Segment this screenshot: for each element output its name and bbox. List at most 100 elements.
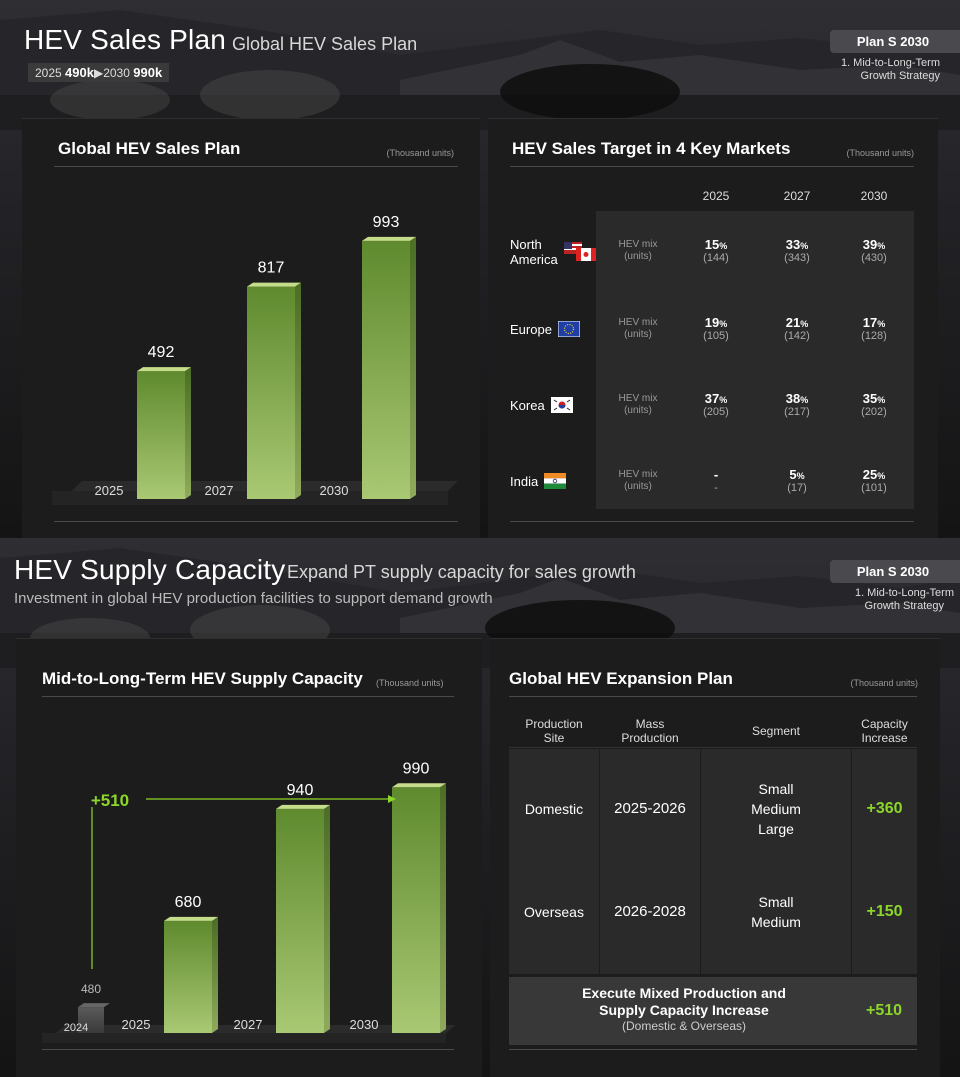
header-production-site: Production Site bbox=[509, 715, 599, 747]
pct-value: 25 bbox=[862, 467, 878, 482]
key-markets-unit: (Thousand units) bbox=[846, 148, 914, 158]
value-label-2027: 817 bbox=[258, 260, 285, 277]
market-cell-2030: 35% (202) bbox=[844, 391, 904, 418]
mix-line: (units) bbox=[624, 329, 652, 340]
units-value: (144) bbox=[703, 252, 729, 264]
row-site: Overseas bbox=[524, 904, 584, 920]
value-label-2030: 993 bbox=[373, 214, 400, 231]
segment-item: Large bbox=[758, 821, 794, 837]
sales-bar-chart: 492 2025 817 2027 993 2030 bbox=[52, 214, 458, 505]
markets-grid bbox=[596, 211, 914, 509]
slide-hev-supply-capacity: HEV Supply Capacity Expand PT supply cap… bbox=[0, 538, 960, 1077]
india-flag-icon bbox=[544, 473, 567, 489]
pct-symbol: % bbox=[719, 241, 728, 251]
divider bbox=[510, 521, 914, 522]
market-cell-2025: 37% (205) bbox=[686, 391, 746, 418]
page-subtitle: Global HEV Sales Plan bbox=[232, 34, 418, 54]
units-value: (430) bbox=[861, 252, 887, 264]
hev-mix-pct: 39% bbox=[844, 237, 904, 252]
bar-2030 bbox=[392, 783, 446, 1033]
value-label-2027: 940 bbox=[287, 782, 314, 799]
hev-mix-pct: 17% bbox=[844, 315, 904, 330]
market-cell-2027: 33% (343) bbox=[767, 237, 827, 264]
plan-line-1: 1. Mid-to-Long-Term bbox=[840, 57, 940, 69]
mix-line: HEV mix bbox=[618, 393, 658, 404]
category-label-2027: 2027 bbox=[234, 1017, 263, 1032]
hev-mix-label: HEV mix (units) bbox=[598, 239, 678, 263]
pct-symbol: % bbox=[877, 241, 886, 251]
key-markets-panel: HEV Sales Target in 4 Key Markets (Thous… bbox=[488, 118, 938, 538]
segment-item: Medium bbox=[751, 914, 801, 930]
bar-2030 bbox=[362, 236, 416, 499]
pct-symbol: % bbox=[877, 395, 886, 405]
units-value: - bbox=[714, 482, 718, 494]
category-label-2030: 2030 bbox=[350, 1017, 379, 1032]
tag-value-end: 990k bbox=[133, 65, 163, 80]
sales-plan-panel: Global HEV Sales Plan (Thousand units) 4… bbox=[22, 118, 480, 538]
divider bbox=[42, 696, 454, 697]
row-increase: +360 bbox=[866, 800, 903, 817]
supply-capacity-title: Mid-to-Long-Term HEV Supply Capacity bbox=[42, 669, 363, 688]
value-label-2025: 680 bbox=[175, 894, 202, 911]
footer-total: +510 bbox=[865, 1002, 903, 1019]
chart-floor-front bbox=[42, 1033, 446, 1043]
pct-value: 39 bbox=[862, 237, 878, 252]
header-capacity-increase: Capacity Increase bbox=[852, 715, 917, 747]
hev-mix-pct: 33% bbox=[767, 237, 827, 252]
units-value: (202) bbox=[861, 406, 887, 418]
header-mass-production: Mass Production bbox=[600, 715, 700, 747]
plan-title: Plan S 2030 bbox=[830, 560, 960, 583]
market-label-europe: Europe bbox=[510, 321, 580, 337]
market-cell-2030: 17% (128) bbox=[844, 315, 904, 342]
expansion-grid bbox=[509, 749, 917, 974]
expansion-footer: Execute Mixed Production and Supply Capa… bbox=[509, 977, 917, 1045]
pct-symbol: % bbox=[719, 395, 728, 405]
market-name: India bbox=[510, 474, 538, 489]
market-name-line: Korea bbox=[510, 397, 545, 413]
hev-mix-pct: 25% bbox=[844, 467, 904, 482]
segment-item: Medium bbox=[751, 801, 801, 817]
page-title: HEV Sales Plan bbox=[24, 24, 227, 55]
expansion-plan-title: Global HEV Expansion Plan bbox=[509, 669, 733, 688]
bar-2024 bbox=[78, 1003, 110, 1033]
market-cell-2027: 5% (17) bbox=[767, 467, 827, 494]
footer-text: Execute Mixed Production and Supply Capa… bbox=[509, 985, 859, 1033]
plan-line-2: Growth Strategy bbox=[864, 600, 944, 612]
supply-capacity-unit: (Thousand units) bbox=[376, 678, 444, 688]
slide-hev-sales-plan: HEV Sales Plan Global HEV Sales Plan 202… bbox=[0, 0, 960, 538]
divider bbox=[54, 166, 458, 167]
pct-symbol: % bbox=[800, 395, 809, 405]
hev-mix-pct: 35% bbox=[844, 391, 904, 406]
category-label-2025: 2025 bbox=[95, 483, 124, 498]
sales-plan-unit: (Thousand units) bbox=[386, 148, 454, 158]
mix-line: (units) bbox=[624, 405, 652, 416]
header-text: Site bbox=[543, 731, 565, 745]
units-value: (217) bbox=[784, 406, 810, 418]
value-label-2025: 492 bbox=[148, 344, 175, 361]
eu-flag-icon bbox=[557, 321, 580, 337]
capacity-bar-chart: 480 2024 680 2025 940 2027 990 2030 +510 bbox=[42, 760, 456, 1043]
column-header-2030: 2030 bbox=[860, 189, 888, 203]
pct-value: 5 bbox=[789, 467, 797, 482]
units-value: (17) bbox=[787, 482, 807, 494]
plan-title: Plan S 2030 bbox=[830, 30, 960, 53]
footer-line-2: Supply Capacity Increase bbox=[599, 1002, 769, 1018]
segment-item: Small bbox=[758, 894, 794, 910]
footer-line-3: (Domestic & Overseas) bbox=[621, 1019, 747, 1033]
market-cell-2027: 38% (217) bbox=[767, 391, 827, 418]
row-period: 2025-2026 bbox=[614, 800, 686, 817]
pct-value: 33 bbox=[785, 237, 801, 252]
units-value: (128) bbox=[861, 330, 887, 342]
units-value: (343) bbox=[784, 252, 810, 264]
supply-capacity-panel: Mid-to-Long-Term HEV Supply Capacity (Th… bbox=[16, 638, 482, 1077]
market-cell-2025: 15% (144) bbox=[686, 237, 746, 264]
page-title: HEV Supply Capacity bbox=[14, 554, 286, 585]
chart-floor bbox=[56, 1025, 456, 1033]
pct-value: 37 bbox=[704, 391, 720, 406]
pct-symbol: % bbox=[796, 471, 805, 481]
hev-mix-pct: 19% bbox=[686, 315, 746, 330]
plan-badge: Plan S 2030 1. Mid-to-Long-Term Growth S… bbox=[830, 30, 960, 90]
expansion-plan-panel: Global HEV Expansion Plan (Thousand unit… bbox=[490, 638, 940, 1077]
hev-mix-pct: - bbox=[686, 467, 746, 482]
mix-line: (units) bbox=[624, 481, 652, 492]
